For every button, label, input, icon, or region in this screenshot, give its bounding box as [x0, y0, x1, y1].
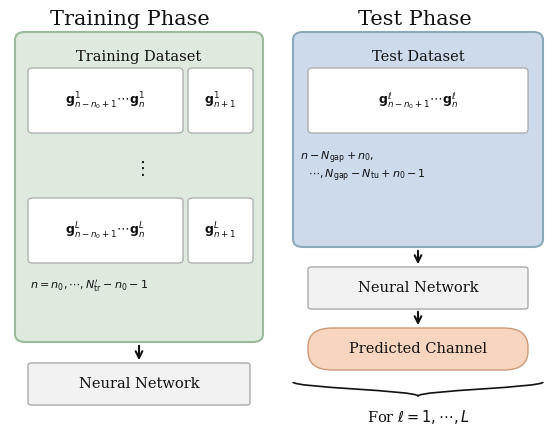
Text: $\mathbf{g}^{L}_{n-n_0+1}\cdots\mathbf{g}^{L}_{n}$: $\mathbf{g}^{L}_{n-n_0+1}\cdots\mathbf{g… [65, 220, 145, 242]
Text: Neural Network: Neural Network [358, 281, 478, 295]
FancyBboxPatch shape [293, 32, 543, 247]
Text: Training Phase: Training Phase [50, 10, 210, 29]
Text: $\vdots$: $\vdots$ [133, 158, 145, 178]
Text: Neural Network: Neural Network [79, 377, 199, 391]
Text: $n-N_{\rm gap}+n_0,$: $n-N_{\rm gap}+n_0,$ [300, 150, 374, 166]
FancyBboxPatch shape [188, 68, 253, 133]
Text: Test Dataset: Test Dataset [372, 50, 464, 64]
FancyBboxPatch shape [15, 32, 263, 342]
FancyBboxPatch shape [28, 68, 183, 133]
Text: $\mathbf{g}^{\ell}_{n-n_0+1}\cdots\mathbf{g}^{\ell}_{n}$: $\mathbf{g}^{\ell}_{n-n_0+1}\cdots\mathb… [378, 91, 458, 112]
FancyBboxPatch shape [308, 68, 528, 133]
FancyBboxPatch shape [28, 198, 183, 263]
Text: $\mathbf{g}^{1}_{n-n_0+1}\cdots\mathbf{g}^{1}_{n}$: $\mathbf{g}^{1}_{n-n_0+1}\cdots\mathbf{g… [65, 90, 145, 112]
Text: $\cdots,N_{\rm gap}-N_{\rm tu}+n_0-1$: $\cdots,N_{\rm gap}-N_{\rm tu}+n_0-1$ [308, 168, 426, 184]
Text: For $\ell=1,\cdots,L$: For $\ell=1,\cdots,L$ [366, 408, 469, 426]
Text: $n=n_0,\cdots,N^{\prime}_{\rm tr}-n_0-1$: $n=n_0,\cdots,N^{\prime}_{\rm tr}-n_0-1$ [30, 278, 148, 294]
Text: $\mathbf{g}^{1}_{n+1}$: $\mathbf{g}^{1}_{n+1}$ [204, 91, 236, 111]
Text: Predicted Channel: Predicted Channel [349, 342, 487, 356]
Text: Test Phase: Test Phase [358, 10, 472, 29]
Text: $\mathbf{g}^{L}_{n+1}$: $\mathbf{g}^{L}_{n+1}$ [204, 221, 236, 241]
FancyBboxPatch shape [188, 198, 253, 263]
Text: Training Dataset: Training Dataset [76, 50, 202, 64]
FancyBboxPatch shape [308, 267, 528, 309]
FancyBboxPatch shape [28, 363, 250, 405]
FancyBboxPatch shape [308, 328, 528, 370]
